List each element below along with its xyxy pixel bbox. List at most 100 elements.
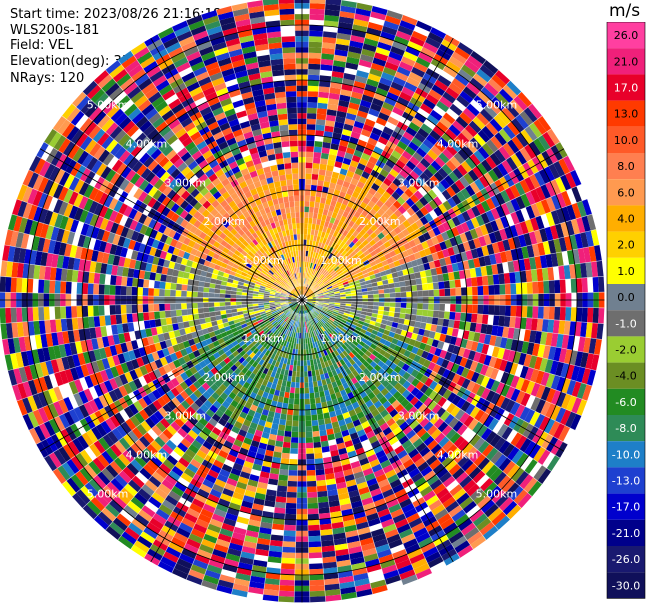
velocity-gate	[392, 549, 408, 560]
velocity-gate	[309, 25, 324, 32]
velocity-gate	[417, 290, 423, 297]
velocity-gate	[421, 407, 432, 418]
velocity-gate	[465, 446, 478, 459]
velocity-gate	[462, 330, 470, 340]
velocity-gate	[303, 245, 307, 251]
velocity-gate	[467, 331, 476, 342]
velocity-gate	[336, 324, 343, 331]
velocity-gate	[431, 84, 446, 96]
velocity-gate	[418, 234, 427, 244]
velocity-gate	[342, 363, 349, 371]
velocity-gate	[322, 316, 329, 322]
velocity-gate	[342, 157, 352, 166]
velocity-gate	[432, 196, 443, 207]
velocity-gate	[445, 60, 461, 74]
velocity-gate	[315, 309, 321, 314]
velocity-gate	[485, 324, 493, 336]
velocity-gate	[394, 488, 407, 499]
velocity-gate	[561, 393, 572, 410]
velocity-gate	[350, 259, 357, 266]
velocity-gate	[304, 217, 309, 224]
velocity-gate	[311, 290, 317, 295]
velocity-gate	[412, 327, 420, 335]
velocity-gate	[382, 400, 392, 410]
velocity-gate	[120, 304, 127, 315]
velocity-gate	[473, 95, 488, 109]
velocity-gate	[527, 103, 542, 120]
velocity-gate	[286, 414, 293, 421]
velocity-gate	[533, 119, 547, 135]
velocity-gate	[571, 381, 582, 398]
velocity-gate	[377, 41, 392, 52]
velocity-gate	[327, 275, 333, 280]
velocity-gate	[457, 261, 465, 271]
velocity-gate	[346, 535, 360, 544]
velocity-gate	[430, 267, 438, 276]
velocity-gate	[476, 112, 490, 126]
velocity-gate	[352, 24, 368, 33]
velocity-gate	[446, 229, 455, 239]
velocity-gate	[308, 308, 312, 314]
velocity-gate	[316, 479, 327, 487]
velocity-gate	[399, 312, 406, 319]
velocity-gate	[354, 167, 364, 176]
velocity-gate	[333, 250, 339, 257]
velocity-gate	[401, 14, 418, 26]
velocity-gate	[545, 388, 556, 404]
velocity-gate	[353, 471, 365, 480]
velocity-gate	[354, 75, 368, 84]
velocity-gate	[424, 212, 434, 223]
velocity-gate	[449, 279, 456, 289]
velocity-gate	[382, 315, 389, 321]
velocity-gate	[416, 481, 430, 493]
velocity-gate	[409, 419, 420, 430]
velocity-gate	[367, 73, 381, 83]
velocity-gate	[461, 304, 467, 313]
velocity-gate	[535, 186, 546, 202]
velocity-gate	[514, 222, 524, 236]
velocity-gate	[282, 541, 296, 548]
velocity-gate	[333, 287, 339, 291]
velocity-gate	[432, 310, 440, 318]
velocity-gate	[551, 390, 562, 406]
velocity-gate	[358, 434, 369, 443]
velocity-gate	[474, 409, 485, 422]
velocity-gate	[355, 218, 363, 226]
velocity-gate	[433, 289, 440, 297]
velocity-gate	[384, 528, 399, 539]
velocity-gate	[363, 343, 370, 351]
velocity-gate	[483, 233, 492, 246]
velocity-gate	[481, 444, 494, 458]
velocity-gate	[409, 320, 416, 327]
velocity-gate	[276, 429, 285, 437]
velocity-gate	[356, 292, 363, 296]
velocity-gate	[322, 407, 329, 414]
velocity-gate	[358, 457, 370, 466]
velocity-gate	[328, 318, 334, 324]
velocity-gate	[327, 383, 334, 390]
velocity-gate	[385, 404, 395, 414]
velocity-gate	[320, 396, 327, 403]
velocity-gate	[332, 321, 339, 327]
velocity-gate	[361, 325, 369, 331]
velocity-gate	[491, 242, 500, 254]
velocity-gate	[349, 250, 357, 258]
velocity-gate	[542, 131, 556, 148]
velocity-gate	[469, 360, 479, 372]
velocity-gate	[473, 133, 486, 147]
velocity-gate	[311, 268, 315, 275]
velocity-gate	[104, 315, 112, 326]
velocity-gate	[416, 334, 424, 343]
velocity-gate	[487, 274, 494, 286]
velocity-gate	[413, 354, 422, 363]
velocity-gate	[386, 533, 401, 544]
velocity-gate	[316, 113, 327, 121]
velocity-gate	[335, 554, 351, 562]
velocity-gate	[481, 125, 495, 140]
velocity-gate	[311, 257, 315, 264]
velocity-gate	[305, 146, 315, 152]
velocity-gate	[480, 265, 488, 277]
velocity-gate	[306, 239, 310, 246]
velocity-gate	[396, 196, 406, 206]
velocity-gate	[289, 459, 298, 465]
